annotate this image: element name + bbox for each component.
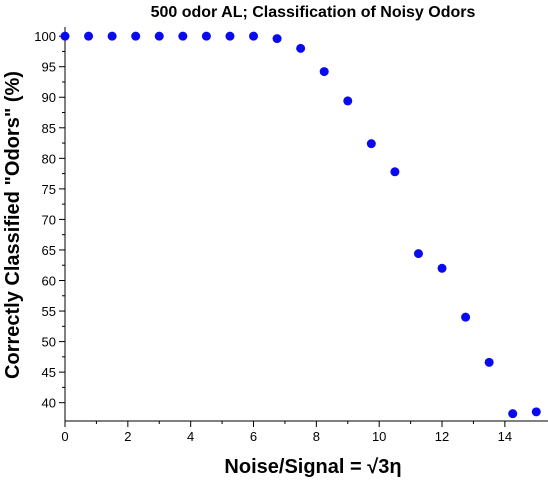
y-tick-label: 40 <box>42 396 56 411</box>
y-tick-label: 50 <box>42 335 56 350</box>
data-point <box>249 31 259 41</box>
y-tick-label: 60 <box>42 274 56 289</box>
x-tick-label: 6 <box>250 429 257 444</box>
data-point <box>60 31 70 41</box>
y-axis-ticks: 40 45 50 55 60 65 70 75 80 85 90 95 100 <box>34 29 65 411</box>
y-tick-label: 80 <box>42 151 56 166</box>
y-tick-label: 90 <box>42 90 56 105</box>
data-point <box>508 409 518 419</box>
y-tick-label: 70 <box>42 212 56 227</box>
x-tick-label: 4 <box>187 429 194 444</box>
data-point <box>131 31 141 41</box>
x-tick-label: 14 <box>498 429 512 444</box>
data-point <box>201 31 211 41</box>
x-axis-label: Noise/Signal = √3η <box>224 456 401 478</box>
x-tick-label: 12 <box>435 429 449 444</box>
x-tick-label: 2 <box>124 429 131 444</box>
data-point <box>413 249 423 259</box>
data-point <box>461 312 471 322</box>
x-tick-label: 8 <box>313 429 320 444</box>
data-point <box>296 43 306 53</box>
y-tick-label: 95 <box>42 60 56 75</box>
data-point <box>84 31 94 41</box>
data-point <box>366 139 376 149</box>
data-point <box>437 263 447 273</box>
x-axis-ticks: 0 2 4 6 8 10 12 14 <box>61 421 512 444</box>
y-tick-label: 75 <box>42 182 56 197</box>
data-point <box>225 31 235 41</box>
plot-frame <box>64 27 548 422</box>
y-tick-label: 65 <box>42 243 56 258</box>
data-points <box>60 31 541 419</box>
data-point <box>484 357 494 367</box>
data-point <box>343 96 353 106</box>
data-point <box>178 31 188 41</box>
y-axis-label: Correctly Classified "Odors" (%) <box>2 71 24 379</box>
x-tick-label: 0 <box>61 429 68 444</box>
x-tick-label: 10 <box>372 429 386 444</box>
y-tick-label: 100 <box>34 29 56 44</box>
y-tick-label: 45 <box>42 365 56 380</box>
y-tick-label: 85 <box>42 121 56 136</box>
y-tick-label: 55 <box>42 304 56 319</box>
data-point <box>390 167 400 177</box>
data-point <box>531 407 541 417</box>
data-point <box>154 31 164 41</box>
data-point <box>272 34 282 44</box>
chart-title: 500 odor AL; Classification of Noisy Odo… <box>151 4 476 21</box>
data-point <box>319 67 329 77</box>
data-point <box>107 31 117 41</box>
